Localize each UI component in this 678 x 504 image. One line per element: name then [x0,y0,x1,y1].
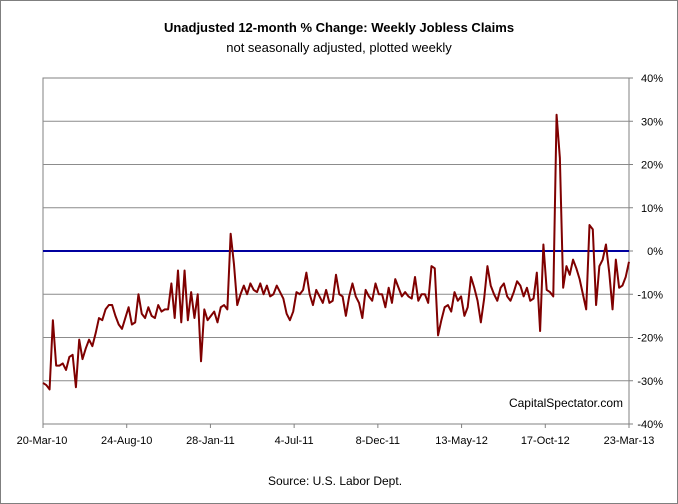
y-tick-label: -10% [637,289,663,301]
gridlines [43,120,629,382]
x-axis-labels: 20-Mar-10 24-Aug-10 28-Jan-11 4-Jul-11 8-Dec… [17,424,655,447]
x-tick-label: 28-Jan-11 [186,435,235,447]
y-tick-label: 20% [641,160,663,172]
x-tick-label: 13-May-12 [435,435,488,447]
y-tick-label: 30% [641,116,663,128]
x-tick-label: 8-Dec-11 [356,435,400,447]
y-tick-label: 10% [641,203,663,215]
jobless-claims-series-line [42,113,630,391]
y-axis-labels: 40% 30% 20% 10% 0% -10% -20% -30% -40% [629,73,663,431]
chart-subtitle: not seasonally adjusted, plotted weekly [226,40,452,55]
x-tick-label: 4-Jul-11 [275,435,314,447]
y-tick-label: -40% [637,419,663,431]
y-tick-label: -30% [637,376,663,388]
source-note: Source: U.S. Labor Dept. [268,474,402,488]
chart-title: Unadjusted 12-month % Change: Weekly Job… [164,20,514,35]
x-tick-label: 23-Mar-13 [604,435,655,447]
y-tick-label: 0% [647,246,663,258]
y-tick-label: -20% [637,333,663,345]
x-tick-label: 24-Aug-10 [101,435,152,447]
watermark-text: CapitalSpectator.com [509,396,623,410]
x-tick-label: 20-Mar-10 [17,435,68,447]
x-tick-label: 17-Oct-12 [521,435,570,447]
y-tick-label: 40% [641,73,663,85]
